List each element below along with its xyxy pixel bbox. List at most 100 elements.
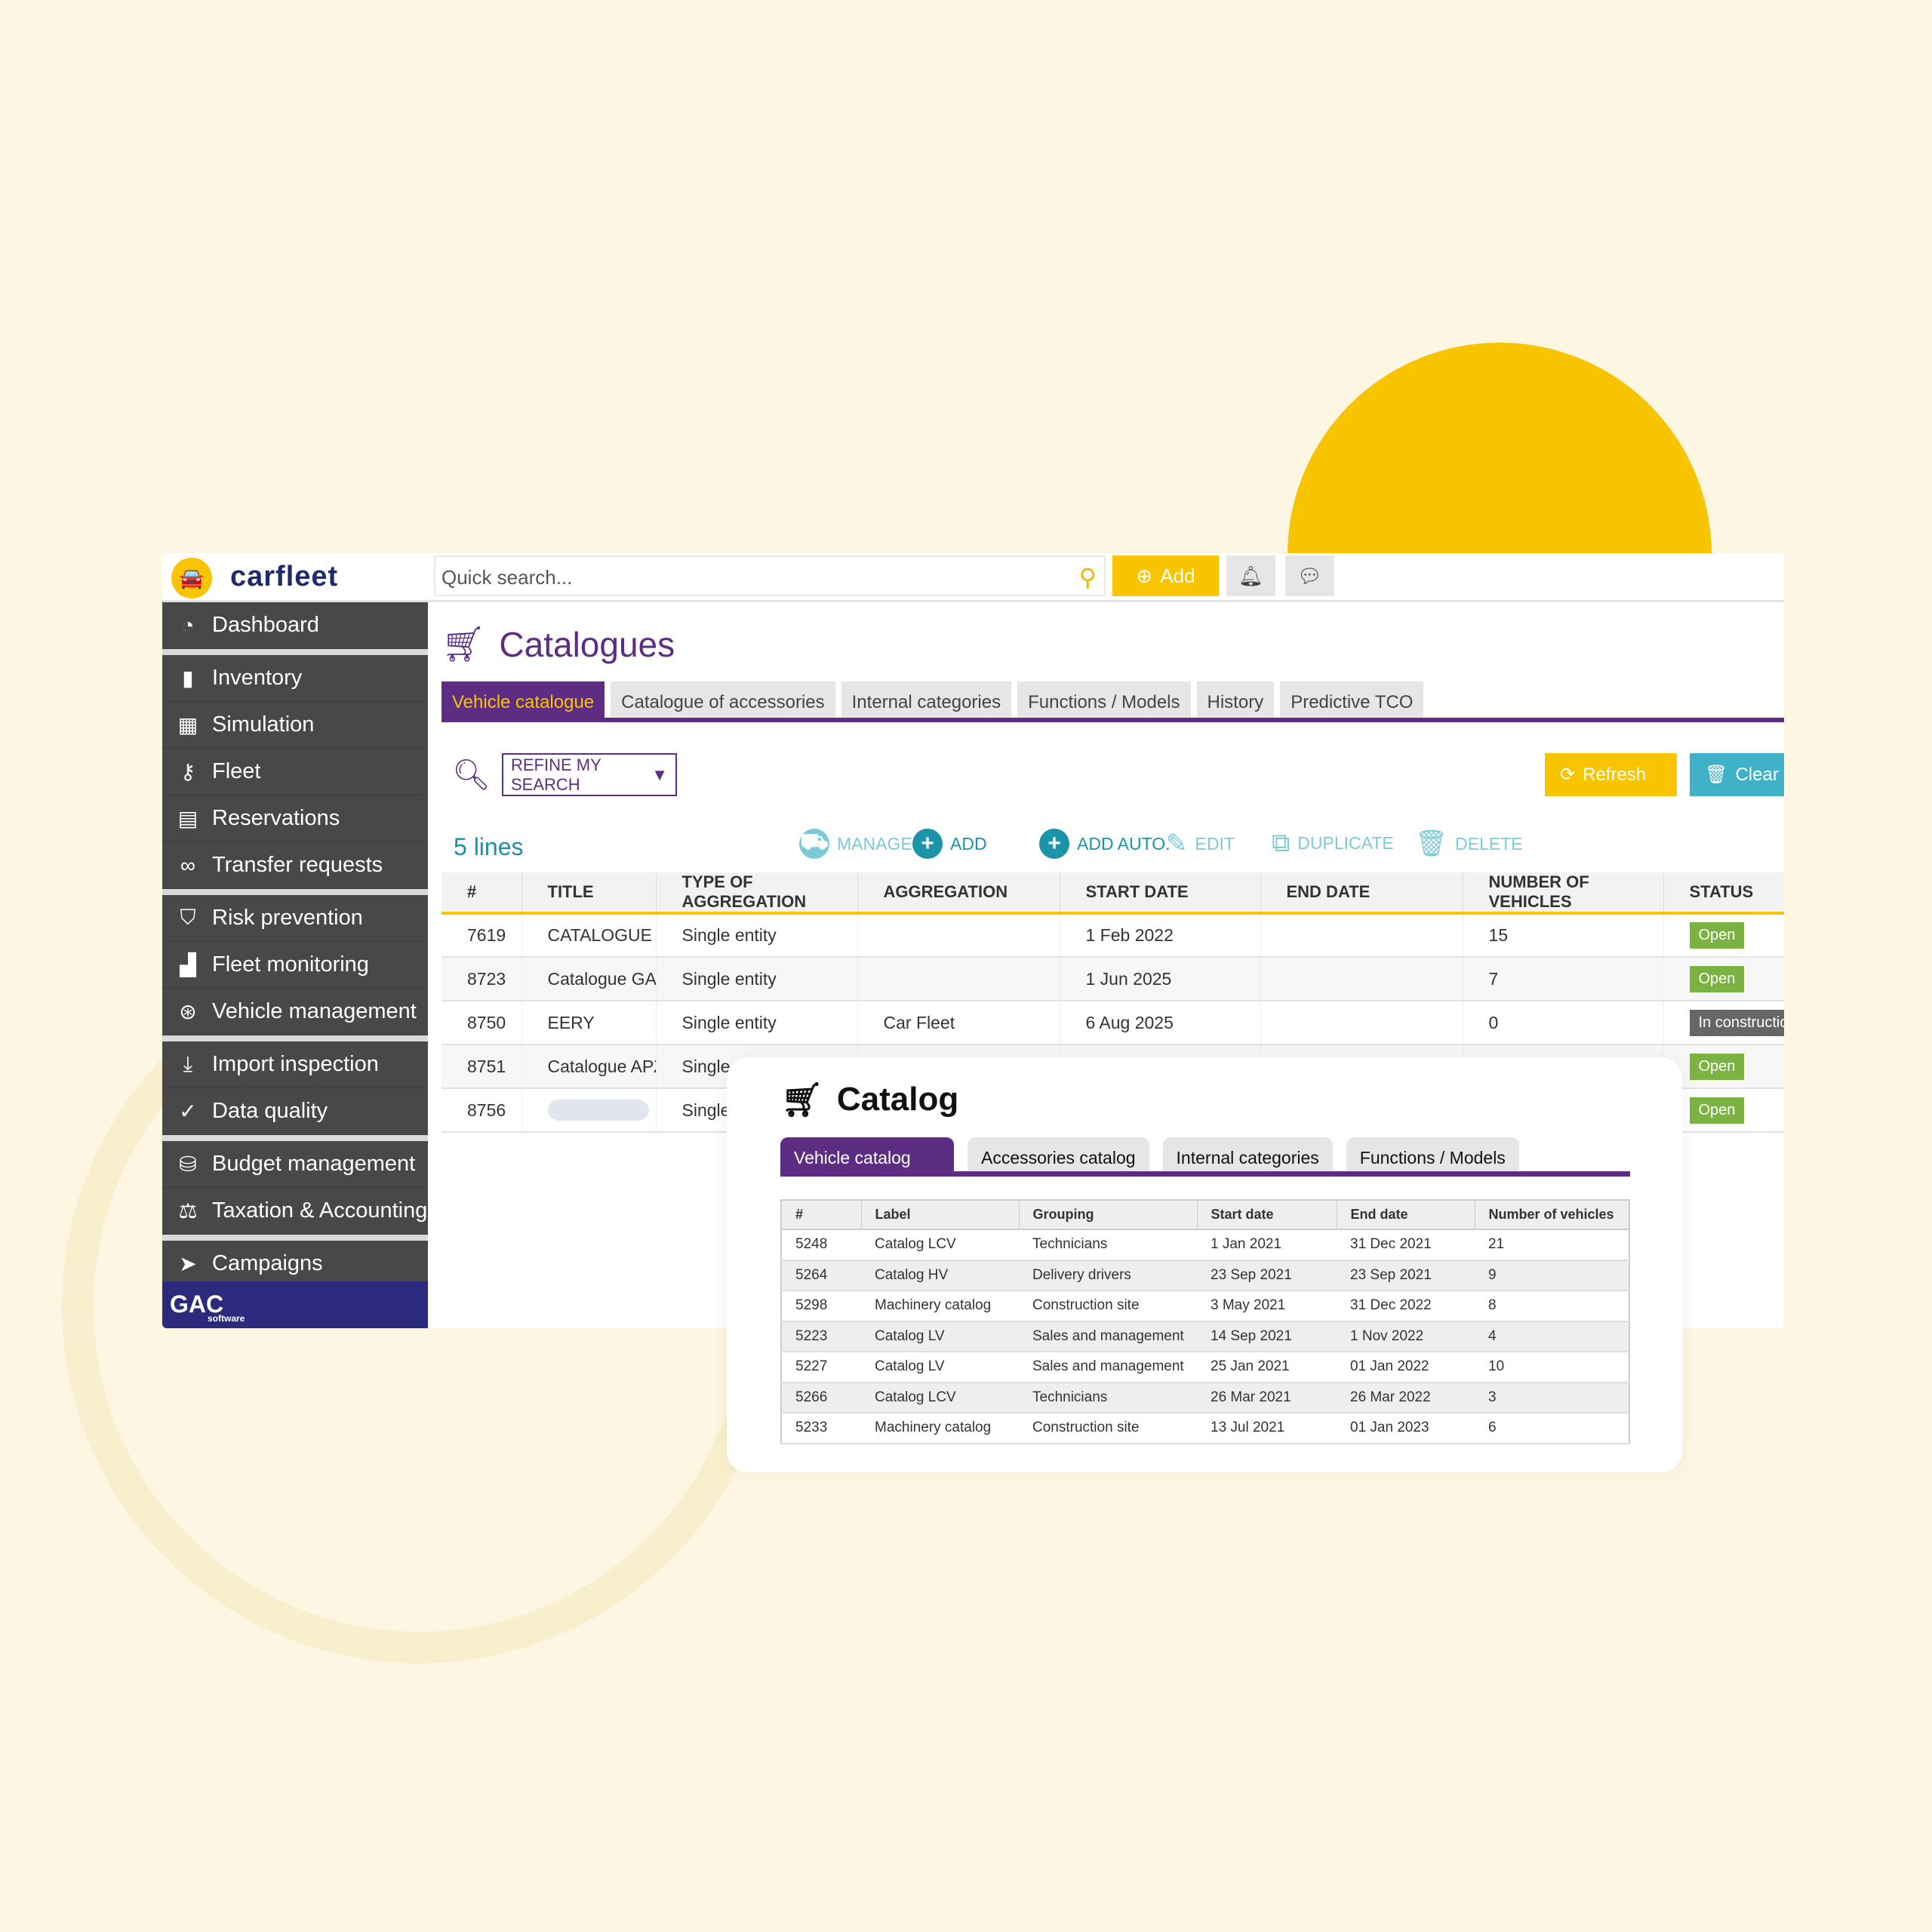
table-row[interactable]: 8750 EERY Single entity Car Fleet 6 Aug 2025…: [441, 1001, 1784, 1045]
messages-button[interactable]: 💬︎: [1285, 555, 1334, 596]
tab-predictive-tco[interactable]: Predictive TCO: [1280, 681, 1424, 718]
column-header[interactable]: Number of vehicles: [1475, 1200, 1630, 1230]
sidebar-group: ◔ Dashboard: [162, 602, 428, 649]
cart-icon: 🛒︎: [441, 624, 486, 663]
car-logo-icon: 🚘: [171, 558, 212, 598]
sidebar-item-label: Simulation: [212, 712, 315, 737]
column-header[interactable]: NUMBER OF VEHICLES: [1463, 872, 1664, 915]
sidebar-item-campaigns[interactable]: ➤ Campaigns: [162, 1241, 428, 1287]
table-cell: 8750: [441, 1001, 522, 1045]
table-row[interactable]: 5248 Catalog LCV Technicians 1 Jan 2021 31 D…: [781, 1229, 1629, 1261]
tab-functions-models[interactable]: Functions / Models: [1017, 681, 1191, 718]
trash-icon: 🗑︎: [1705, 764, 1728, 785]
car-icon: ⛟: [799, 829, 829, 859]
refine-search-dropdown[interactable]: REFINE MY SEARCH ▼: [502, 753, 677, 796]
table-cell: [857, 957, 1060, 1001]
sidebar-item-risk-prevention[interactable]: ⛉ Risk prevention: [162, 895, 428, 942]
column-header[interactable]: STATUS: [1663, 872, 1784, 915]
search-icon[interactable]: ⚲: [1078, 564, 1097, 591]
action-duplicatebutton[interactable]: ⧉ DUPLICATE: [1272, 829, 1394, 858]
sidebar-item-import-inspection[interactable]: ⤓ Import inspection: [162, 1041, 428, 1088]
table-cell: 23 Sep 2021: [1337, 1260, 1475, 1291]
column-header[interactable]: Grouping: [1019, 1200, 1198, 1230]
document-search-icon[interactable]: 🔍︎: [452, 758, 491, 792]
table-cell: 25 Jan 2021: [1197, 1352, 1337, 1383]
action-label: DUPLICATE: [1297, 833, 1394, 853]
catalog-preview-card: 🛒︎ Catalog Vehicle catalog Accessories cat…: [727, 1057, 1682, 1472]
tab-history[interactable]: History: [1196, 681, 1275, 718]
trash-icon: 🗑︎: [1415, 829, 1448, 858]
paper-plane-icon: ➤: [179, 1252, 197, 1275]
sidebar-item-simulation[interactable]: ▦ Simulation: [162, 702, 428, 749]
sidebar-group: ⛉ Risk prevention ▟ Fleet monitoring ⊛ Vehicl…: [162, 895, 428, 1035]
sidebar-item-label: Data quality: [212, 1099, 328, 1123]
sidebar-item-label: Inventory: [212, 666, 303, 690]
table-row[interactable]: 5266 Catalog LCV Technicians 26 Mar 2021 26 …: [781, 1382, 1629, 1414]
catalog-tab-functions-models[interactable]: Functions / Models: [1346, 1137, 1519, 1171]
table-row[interactable]: 5227 Catalog LV Sales and management 25 Jan…: [781, 1352, 1629, 1383]
clear-button[interactable]: 🗑︎ Clear: [1690, 753, 1784, 796]
refresh-button[interactable]: ⟳ Refresh: [1545, 753, 1677, 796]
page-title: 🛒︎ Catalogues: [441, 624, 675, 664]
table-cell: 13 Jul 2021: [1197, 1413, 1337, 1444]
table-cell: 7619: [441, 913, 522, 958]
column-header[interactable]: START DATE: [1060, 872, 1261, 915]
table-row[interactable]: 5264 Catalog HV Delivery drivers 23 Sep 202…: [781, 1260, 1629, 1291]
book-icon: ▮: [182, 666, 194, 690]
tab-internal-categories[interactable]: Internal categories: [841, 681, 1012, 718]
column-header[interactable]: TYPE OF AGGREGATION: [656, 872, 858, 915]
sidebar-item-transfer-requests[interactable]: ∞ Transfer requests: [162, 842, 428, 889]
table-cell: 5248: [781, 1229, 861, 1261]
catalog-tab-internal-categories[interactable]: Internal categories: [1162, 1137, 1333, 1171]
action-editbutton[interactable]: ✎ EDIT: [1166, 829, 1235, 859]
action-addbutton[interactable]: + ADD: [912, 829, 987, 859]
catalog-tab-accessories-catalog[interactable]: Accessories catalog: [968, 1137, 1149, 1171]
sidebar-item-fleet[interactable]: ⚷ Fleet: [162, 749, 428, 795]
sidebar-item-fleet-monitoring[interactable]: ▟ Fleet monitoring: [162, 942, 428, 989]
add-button[interactable]: ⊕ Add: [1112, 555, 1219, 596]
notification-bell-button[interactable]: 🔔︎: [1226, 555, 1275, 596]
column-header[interactable]: #: [781, 1200, 862, 1230]
table-cell: 0: [1463, 1001, 1664, 1045]
table-cell: CATALOGUE 2(: [521, 913, 657, 958]
sidebar-item-data-quality[interactable]: ✓ Data quality: [162, 1088, 428, 1135]
column-header[interactable]: END DATE: [1260, 872, 1463, 915]
column-header[interactable]: TITLE: [521, 872, 657, 915]
column-header[interactable]: End date: [1337, 1200, 1475, 1230]
sidebar-item-reservations[interactable]: ▤ Reservations: [162, 795, 428, 842]
tab-catalogue-of-accessories[interactable]: Catalogue of accessories: [611, 681, 835, 718]
column-header[interactable]: AGGREGATION: [857, 872, 1060, 915]
table-cell: 1 Jun 2025: [1060, 957, 1261, 1001]
sidebar-item-dashboard[interactable]: ◔ Dashboard: [162, 602, 428, 649]
refresh-icon: ⟳: [1560, 764, 1576, 785]
catalog-tab-bar: Vehicle catalog Accessories catalog Intern…: [780, 1137, 1630, 1177]
table-row[interactable]: 5233 Machinery catalog Construction site 13…: [781, 1413, 1629, 1444]
sidebar-item-inventory[interactable]: ▮ Inventory: [162, 655, 428, 702]
action-add-auto-button[interactable]: + ADD AUTO.: [1039, 829, 1171, 859]
sidebar-item-vehicle-management[interactable]: ⊛ Vehicle management: [162, 989, 428, 1035]
column-header[interactable]: Start date: [1197, 1200, 1337, 1230]
table-cell: 31 Dec 2022: [1337, 1291, 1475, 1322]
tab-vehicle-catalogue[interactable]: Vehicle catalogue: [441, 681, 605, 718]
sidebar-group: ⤓ Import inspection ✓ Data quality: [162, 1041, 428, 1135]
table-row[interactable]: 5298 Machinery catalog Construction site 3 …: [781, 1291, 1629, 1322]
status-badge: Open: [1689, 1053, 1745, 1080]
table-cell: 6: [1475, 1413, 1629, 1444]
column-header[interactable]: #: [441, 872, 522, 915]
table-row[interactable]: 5223 Catalog LV Sales and management 14 Sep…: [781, 1321, 1629, 1352]
column-header[interactable]: Label: [861, 1200, 1020, 1230]
sidebar-item-label: Vehicle management: [212, 999, 417, 1023]
action-managebutton[interactable]: ⛟ MANAGE: [799, 829, 912, 859]
quick-search-input[interactable]: Quick search... ⚲: [434, 555, 1106, 596]
scale-icon: ⚖: [178, 1199, 198, 1223]
pencil-icon: ✎: [1166, 829, 1188, 858]
action-deletebutton[interactable]: 🗑︎ DELETE: [1415, 829, 1523, 859]
action-label: ADD AUTO.: [1077, 833, 1171, 854]
sidebar-item-taxation-accounting[interactable]: ⚖ Taxation & Accounting: [162, 1188, 428, 1235]
sidebar-item-budget-management[interactable]: ⛁ Budget management: [162, 1141, 428, 1188]
catalog-tab-vehicle-catalog[interactable]: Vehicle catalog: [780, 1137, 954, 1171]
app-logo[interactable]: carfleet: [230, 561, 339, 592]
check-icon: ✓: [179, 1100, 197, 1123]
